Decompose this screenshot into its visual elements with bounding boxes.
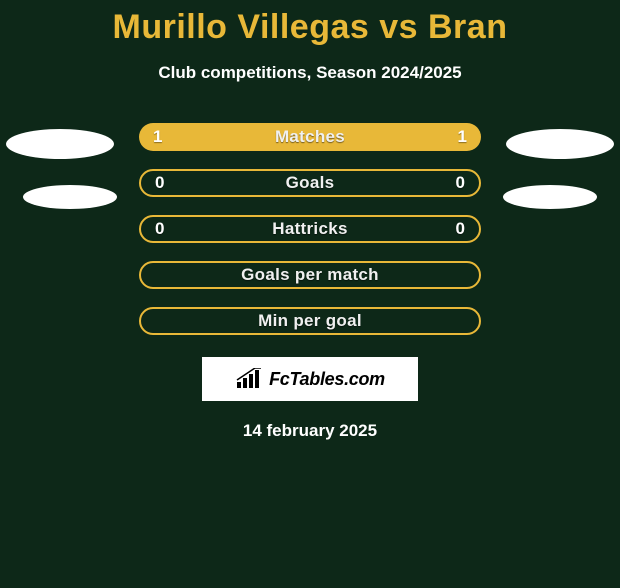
- branding-box: FcTables.com: [202, 357, 418, 401]
- stat-goals-right: 0: [456, 173, 465, 193]
- stat-hattricks-label: Hattricks: [272, 219, 347, 239]
- stat-row-goals: 0 Goals 0: [139, 169, 481, 197]
- player-left-photo-placeholder: [6, 129, 114, 159]
- stat-mpg-label: Min per goal: [258, 311, 362, 331]
- branding-text: FcTables.com: [269, 369, 385, 390]
- branding-chart-icon: [235, 368, 263, 390]
- stat-row-goals-per-match: Goals per match: [139, 261, 481, 289]
- stat-hattricks-left: 0: [155, 219, 164, 239]
- stat-row-min-per-goal: Min per goal: [139, 307, 481, 335]
- stat-goals-label: Goals: [286, 173, 335, 193]
- player-right-badge-placeholder: [503, 185, 597, 209]
- subtitle: Club competitions, Season 2024/2025: [0, 63, 620, 83]
- stat-row-matches: 1 Matches 1: [139, 123, 481, 151]
- stat-goals-left: 0: [155, 173, 164, 193]
- stats-container: 1 Matches 1 0 Goals 0 0 Hattricks 0 Goal…: [139, 123, 481, 335]
- stat-gpm-label: Goals per match: [241, 265, 379, 285]
- player-left-badge-placeholder: [23, 185, 117, 209]
- stat-hattricks-right: 0: [456, 219, 465, 239]
- stat-matches-left: 1: [153, 127, 162, 147]
- stat-matches-label: Matches: [275, 127, 345, 147]
- stat-row-hattricks: 0 Hattricks 0: [139, 215, 481, 243]
- stat-matches-right: 1: [458, 127, 467, 147]
- player-right-photo-placeholder: [506, 129, 614, 159]
- page-title: Murillo Villegas vs Bran: [0, 8, 620, 47]
- date-text: 14 february 2025: [0, 421, 620, 441]
